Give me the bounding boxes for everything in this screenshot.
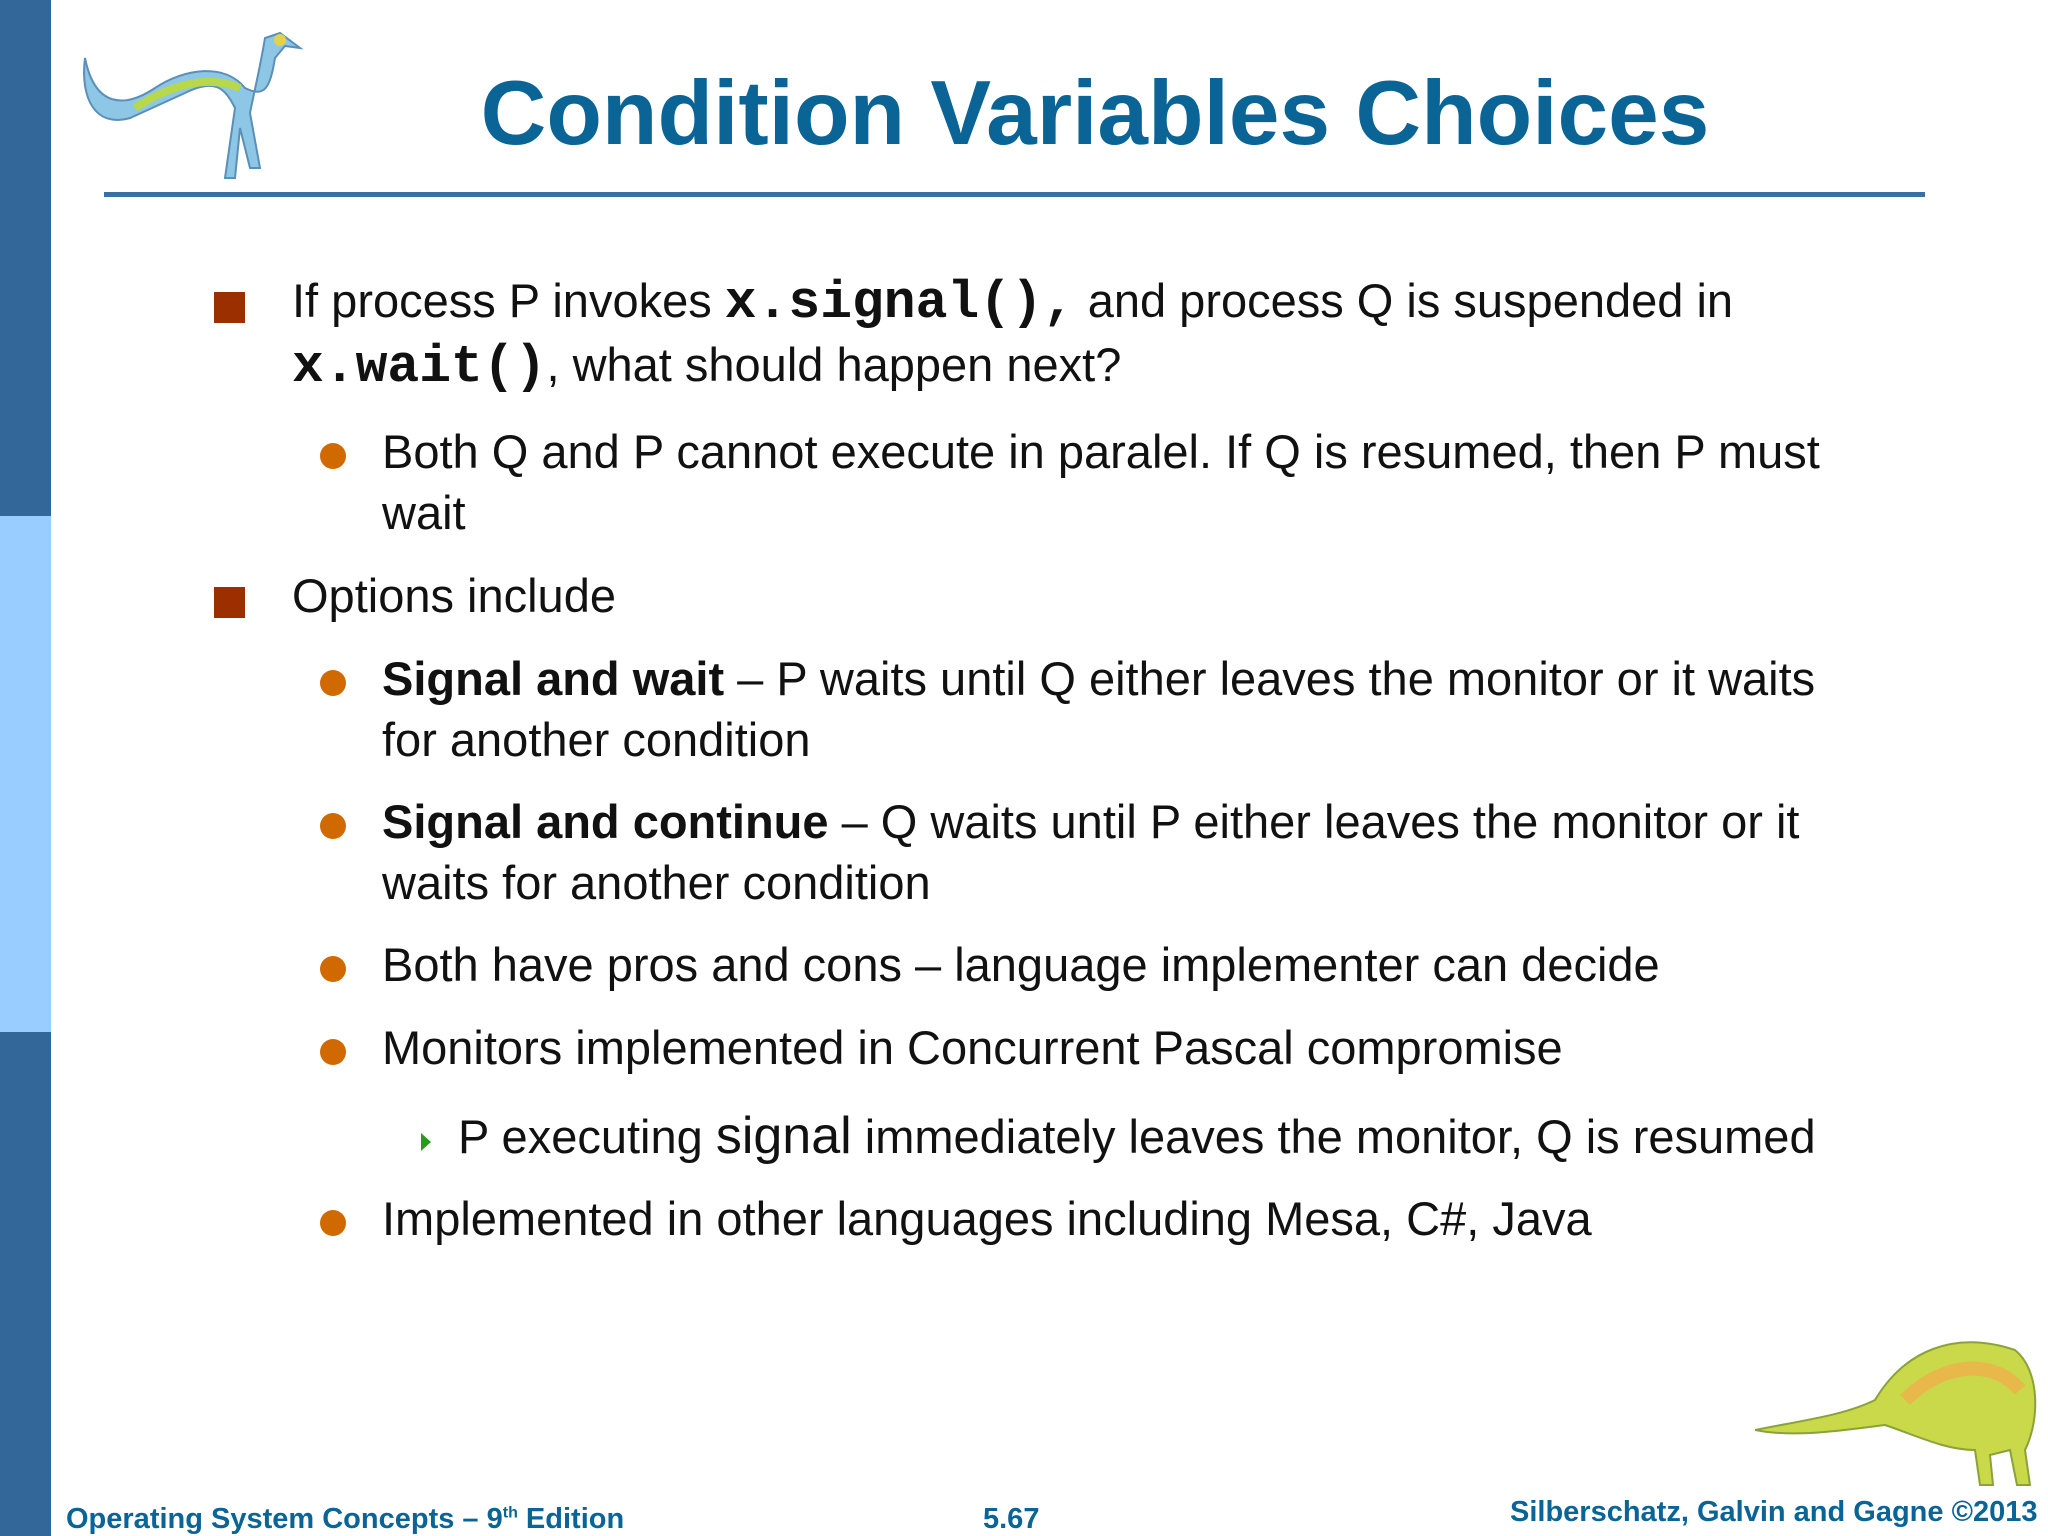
code-x-wait: x.wait()	[292, 337, 547, 397]
bullet-signal-question: If process P invokes x.signal(), and pro…	[292, 270, 1733, 398]
text: – Q waits until P either leaves the moni…	[828, 795, 1800, 848]
superscript: th	[502, 1504, 518, 1522]
text: waits for another condition	[382, 856, 931, 909]
footer-book-title: Operating System Concepts – 9th Edition	[66, 1503, 624, 1536]
text: P executing	[458, 1110, 716, 1163]
term: Signal and wait	[382, 652, 725, 705]
bullet-signal-and-wait: Signal and wait – P waits until Q either…	[382, 648, 1815, 770]
code-x-signal: x.signal(),	[724, 273, 1075, 333]
bullet-concurrent-pascal: Monitors implemented in Concurrent Pasca…	[382, 1021, 1563, 1074]
bullet-options: Options include	[292, 569, 616, 622]
footer-copyright: Silberschatz, Galvin and Gagne ©2013	[1510, 1496, 2038, 1528]
footer-page-number: 5.67	[983, 1503, 1040, 1535]
text: – P waits until Q either leaves the moni…	[724, 652, 1816, 705]
dot-bullet-icon	[320, 670, 346, 696]
square-bullet-icon	[214, 587, 245, 618]
dot-bullet-icon	[320, 956, 346, 982]
text: wait	[382, 486, 466, 539]
dinosaur-logo-top	[83, 31, 304, 179]
text: If process P invokes	[292, 274, 725, 327]
bullet-p-executing-signal: P executing signal immediately leaves th…	[458, 1106, 1816, 1167]
term-signal: signal	[715, 1107, 852, 1165]
text: for another condition	[382, 713, 811, 766]
sidebar-band-top	[0, 0, 51, 516]
dot-bullet-icon	[320, 1210, 346, 1236]
slide-title: Condition Variables Choices	[480, 63, 1710, 164]
bullet-signal-and-continue: Signal and continue – Q waits until P ei…	[382, 791, 1799, 913]
text: , what should happen next?	[546, 338, 1122, 391]
bullet-other-languages: Implemented in other languages including…	[382, 1192, 1592, 1245]
text: immediately leaves the monitor, Q is res…	[851, 1110, 1816, 1163]
bullet-pros-cons: Both have pros and cons – language imple…	[382, 938, 1660, 991]
sidebar-band-bottom	[0, 1032, 51, 1536]
title-divider	[104, 192, 1925, 197]
dot-bullet-icon	[320, 443, 346, 469]
text: and process Q is suspended in	[1074, 274, 1734, 327]
square-bullet-icon	[214, 292, 245, 323]
dinosaur-logo-bottom	[1755, 1341, 2037, 1486]
text: Edition	[517, 1503, 625, 1535]
term: Signal and continue	[382, 795, 829, 848]
arrow-bullet-icon	[421, 1133, 431, 1151]
dot-bullet-icon	[320, 813, 346, 839]
dot-bullet-icon	[320, 1039, 346, 1065]
bullet-parallel: Both Q and P cannot execute in paralel. …	[382, 421, 1820, 543]
text: Both Q and P cannot execute in paralel. …	[382, 425, 1820, 478]
text: Operating System Concepts – 9	[66, 1503, 503, 1535]
sidebar-band-middle	[0, 516, 51, 1032]
